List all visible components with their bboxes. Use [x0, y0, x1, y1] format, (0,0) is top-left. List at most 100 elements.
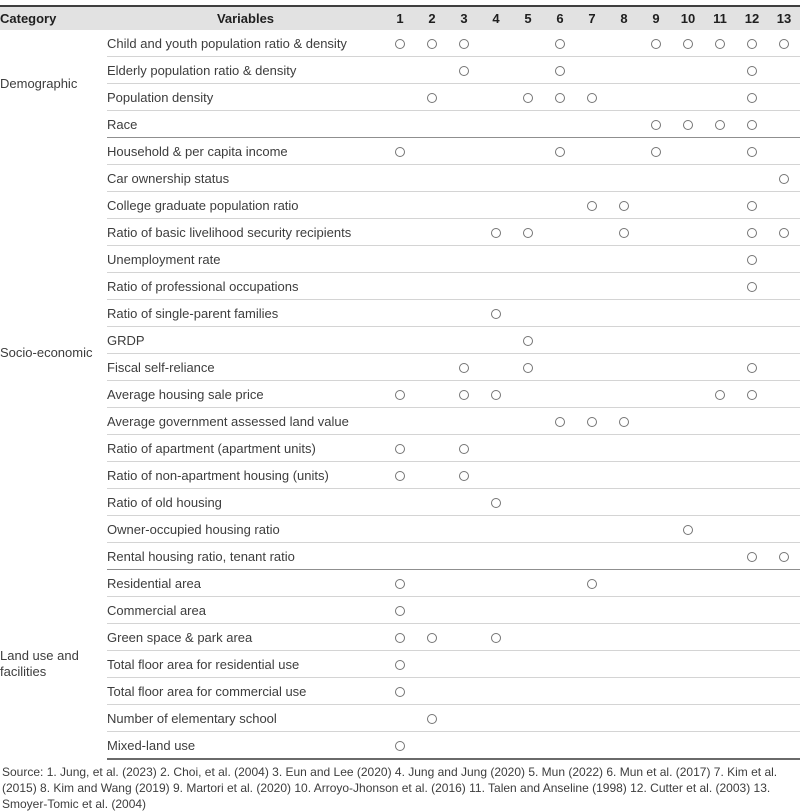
mark-cell	[704, 326, 736, 354]
mark-cell	[672, 542, 704, 570]
mark-cell	[736, 245, 768, 273]
circle-mark-icon	[747, 147, 757, 158]
circle-mark-icon	[651, 147, 661, 158]
table-row: Average housing sale price	[0, 380, 800, 408]
mark-cell	[544, 677, 576, 705]
mark-cell	[512, 380, 544, 408]
mark-cell	[544, 299, 576, 327]
mark-cell	[448, 110, 480, 138]
mark-cell	[768, 245, 800, 273]
mark-cell	[384, 461, 416, 489]
table-row: Fiscal self-reliance	[0, 353, 800, 381]
mark-cell	[384, 623, 416, 651]
mark-cell	[512, 272, 544, 300]
circle-mark-icon	[619, 228, 629, 239]
table-row: Total floor area for residential use	[0, 650, 800, 678]
header-row: Category Variables 1 2 3 4 5 6 7 8 9 10 11 12 13	[0, 6, 800, 30]
mark-cell	[448, 56, 480, 84]
circle-mark-icon	[395, 633, 405, 644]
mark-cell	[480, 488, 512, 516]
mark-cell	[608, 461, 640, 489]
mark-cell	[736, 110, 768, 138]
mark-cell	[416, 569, 448, 597]
mark-cell	[416, 596, 448, 624]
circle-mark-icon	[555, 66, 565, 77]
circle-mark-icon	[619, 417, 629, 428]
mark-cell	[672, 434, 704, 462]
mark-cell	[608, 488, 640, 516]
mark-cell	[768, 407, 800, 435]
mark-cell	[384, 164, 416, 192]
mark-cell	[736, 704, 768, 732]
mark-cell	[672, 596, 704, 624]
mark-cell	[384, 353, 416, 381]
circle-mark-icon	[459, 66, 469, 77]
mark-cell	[512, 83, 544, 111]
mark-cell	[384, 515, 416, 543]
mark-cell	[576, 191, 608, 219]
table-row: Commercial area	[0, 596, 800, 624]
mark-cell	[768, 272, 800, 300]
mark-cell	[480, 569, 512, 597]
category-cell: Demographic	[0, 75, 78, 91]
mark-cell	[512, 731, 544, 760]
study-column-header: 12	[736, 6, 768, 30]
circle-mark-icon	[715, 390, 725, 401]
mark-cell	[512, 218, 544, 246]
mark-cell	[576, 299, 608, 327]
mark-cell	[384, 380, 416, 408]
mark-cell	[576, 542, 608, 570]
mark-cell	[704, 569, 736, 597]
variable-cell: Total floor area for commercial use	[107, 677, 384, 705]
mark-cell	[608, 650, 640, 678]
mark-cell	[736, 569, 768, 597]
mark-cell	[640, 380, 672, 408]
mark-cell	[640, 434, 672, 462]
circle-mark-icon	[779, 39, 789, 50]
mark-cell	[672, 677, 704, 705]
mark-cell	[384, 191, 416, 219]
mark-cell	[448, 299, 480, 327]
mark-cell	[608, 191, 640, 219]
mark-cell	[416, 380, 448, 408]
mark-cell	[576, 30, 608, 57]
study-column-header: 2	[416, 6, 448, 30]
circle-mark-icon	[427, 93, 437, 104]
mark-cell	[640, 461, 672, 489]
mark-cell	[576, 461, 608, 489]
mark-cell	[640, 542, 672, 570]
table-row: Ratio of single-parent families	[0, 299, 800, 327]
variable-cell: GRDP	[107, 326, 384, 354]
mark-cell	[768, 110, 800, 138]
circle-mark-icon	[779, 552, 789, 563]
mark-cell	[576, 56, 608, 84]
mark-cell	[640, 272, 672, 300]
mark-cell	[608, 272, 640, 300]
mark-cell	[768, 569, 800, 597]
mark-cell	[480, 245, 512, 273]
mark-cell	[768, 83, 800, 111]
variable-cell: Average housing sale price	[107, 380, 384, 408]
mark-cell	[416, 407, 448, 435]
mark-cell	[768, 164, 800, 192]
mark-cell	[640, 56, 672, 84]
circle-mark-icon	[395, 39, 405, 50]
circle-mark-icon	[491, 390, 501, 401]
circle-mark-icon	[491, 633, 501, 644]
mark-cell	[768, 191, 800, 219]
mark-cell	[736, 137, 768, 165]
mark-cell	[608, 299, 640, 327]
mark-cell	[480, 272, 512, 300]
mark-cell	[480, 515, 512, 543]
mark-cell	[544, 704, 576, 732]
mark-cell	[416, 110, 448, 138]
mark-cell	[672, 569, 704, 597]
variable-cell: Green space & park area	[107, 623, 384, 651]
mark-cell	[512, 299, 544, 327]
mark-cell	[448, 272, 480, 300]
mark-cell	[672, 110, 704, 138]
mark-cell	[448, 245, 480, 273]
circle-mark-icon	[587, 417, 597, 428]
mark-cell	[512, 596, 544, 624]
mark-cell	[640, 623, 672, 651]
